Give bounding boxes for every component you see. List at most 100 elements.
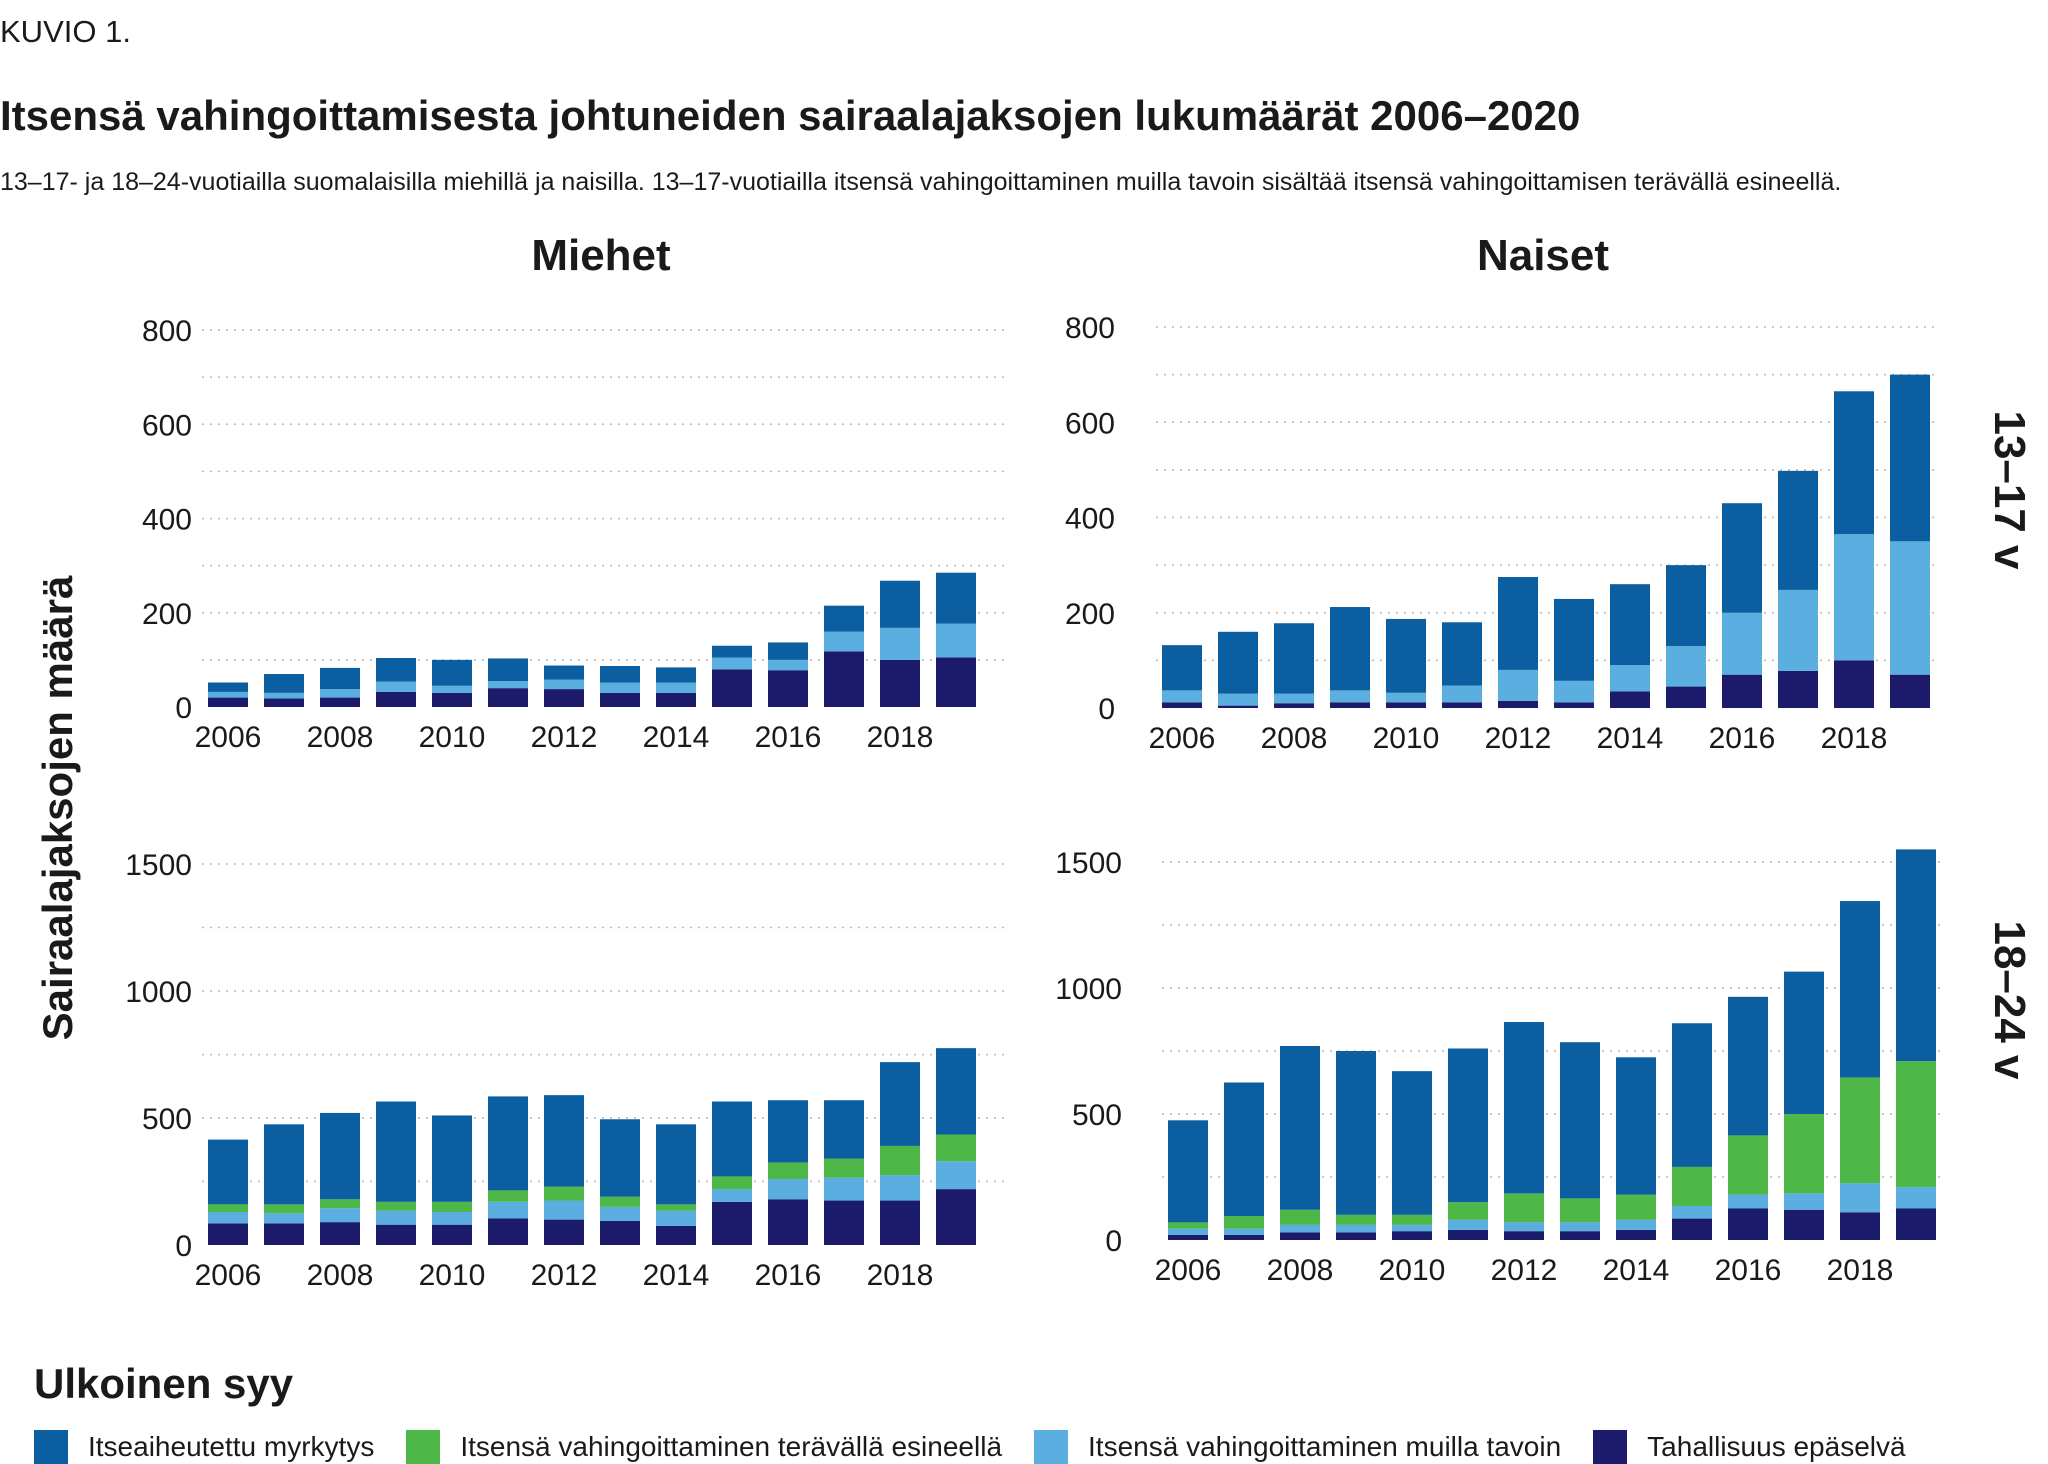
bar-segment <box>1666 686 1706 708</box>
bar-segment <box>208 1223 248 1245</box>
bar-segment <box>1218 705 1258 708</box>
x-tick-label: 2014 <box>1603 1254 1670 1287</box>
y-tick-label: 500 <box>1072 1099 1122 1132</box>
bar-segment <box>712 1189 752 1202</box>
bar-segment <box>1616 1057 1656 1195</box>
bar-segment <box>712 1101 752 1177</box>
bar-segment <box>768 1162 808 1179</box>
bar-segment <box>1840 1077 1880 1184</box>
y-tick-label: 1000 <box>1055 973 1122 1006</box>
bar-segment <box>768 642 808 660</box>
bar-segment <box>1218 693 1258 706</box>
legend-label: Tahallisuus epäselvä <box>1647 1431 1906 1462</box>
bar-segment <box>824 631 864 652</box>
bar-segment <box>1560 1198 1600 1223</box>
bar-segment <box>600 666 640 683</box>
legend-item: Itsensä vahingoittaminen terävällä esine… <box>406 1430 1002 1464</box>
bar-segment <box>880 659 920 707</box>
x-tick-label: 2010 <box>1373 722 1440 755</box>
y-tick-label: 600 <box>1065 407 1115 440</box>
bar-segment <box>1784 1114 1824 1194</box>
bar-segment <box>824 1200 864 1245</box>
bar-segment <box>712 657 752 670</box>
bar-segment <box>1168 1234 1208 1240</box>
bar-segment <box>1666 646 1706 687</box>
bar-segment <box>1840 901 1880 1078</box>
bar-segment <box>1728 996 1768 1136</box>
legend-label: Itseaiheutettu myrkytys <box>88 1431 375 1462</box>
y-tick-label: 0 <box>1105 1225 1122 1258</box>
x-tick-label: 2016 <box>1715 1254 1782 1287</box>
x-tick-label: 2006 <box>1149 722 1216 755</box>
bar-segment <box>768 659 808 671</box>
bar-segment <box>656 1124 696 1205</box>
legend-item: Itseaiheutettu myrkytys <box>34 1430 374 1464</box>
bar-segment <box>1610 691 1650 708</box>
bar-segment <box>1554 680 1594 703</box>
bar-segment <box>824 1100 864 1159</box>
bar-segment <box>1162 702 1202 708</box>
bar-segment <box>544 665 584 680</box>
bar-segment <box>1274 623 1314 694</box>
bar-segment <box>1336 1051 1376 1215</box>
bar-segment <box>1504 1222 1544 1232</box>
bar-segment <box>656 667 696 683</box>
bar-segment <box>488 681 528 689</box>
bar-segment <box>1672 1023 1712 1167</box>
bar-segment <box>1498 577 1538 670</box>
bar-segment <box>656 1210 696 1226</box>
bar-segment <box>1280 1045 1320 1210</box>
chart-panel: 0 200 400 600 800 2006 2008 2010 2012 2014 2016 201… <box>142 315 1010 754</box>
bar-segment <box>264 1213 304 1224</box>
bar-segment <box>1498 669 1538 701</box>
bar-segment <box>1224 1234 1264 1240</box>
bar-segment <box>600 1220 640 1245</box>
bar-segment <box>1834 534 1874 661</box>
bar-segment <box>488 1201 528 1219</box>
bar-segment <box>1168 1228 1208 1235</box>
x-tick-label: 2018 <box>867 1259 934 1292</box>
bar-segment <box>936 572 976 624</box>
bar-segment <box>824 605 864 632</box>
x-tick-label: 2014 <box>643 1259 710 1292</box>
bar-segment <box>1330 690 1370 703</box>
bar-segment <box>1168 1120 1208 1223</box>
bar-segment <box>880 627 920 660</box>
bar-segment <box>1778 470 1818 590</box>
legend-swatch <box>1593 1430 1628 1464</box>
bar-segment <box>1890 374 1930 542</box>
row-label: 13–17 v <box>1985 410 2034 570</box>
y-tick-label: 800 <box>1065 312 1115 345</box>
x-tick-label: 2016 <box>755 1259 822 1292</box>
bar-segment <box>936 1161 976 1190</box>
x-tick-label: 2012 <box>531 1259 598 1292</box>
bar-segment <box>1560 1042 1600 1199</box>
bar-segment <box>1560 1231 1600 1240</box>
legend-item: Tahallisuus epäselvä <box>1593 1430 1906 1464</box>
bar-segment <box>432 659 472 686</box>
y-tick-label: 500 <box>142 1103 192 1136</box>
bar-segment <box>1722 674 1762 708</box>
bar-segment <box>488 688 528 707</box>
bar-segment <box>936 1134 976 1162</box>
bar-segment <box>1498 700 1538 708</box>
chart-panel: 0 200 400 600 800 2006 2008 2010 2012 2014 2016 201… <box>1065 312 1940 755</box>
bar-segment <box>1840 1212 1880 1240</box>
y-tick-label: 1500 <box>125 849 192 882</box>
bar-segment <box>1448 1048 1488 1203</box>
x-tick-label: 2008 <box>307 721 374 754</box>
bar-segment <box>768 1100 808 1163</box>
bar-segment <box>936 1048 976 1135</box>
bar-segment <box>432 1224 472 1245</box>
bar-segment <box>1610 665 1650 692</box>
legend-item: Itsensä vahingoittaminen muilla tavoin <box>1034 1430 1561 1464</box>
bar-segment <box>1728 1208 1768 1240</box>
bar-segment <box>432 1211 472 1225</box>
bar-segment <box>1834 391 1874 535</box>
bar-segment <box>208 691 248 698</box>
bar-segment <box>1672 1218 1712 1240</box>
bar-segment <box>824 1177 864 1201</box>
bar-segment <box>1330 607 1370 691</box>
bar-segment <box>1448 1202 1488 1220</box>
bar-segment <box>264 1124 304 1205</box>
